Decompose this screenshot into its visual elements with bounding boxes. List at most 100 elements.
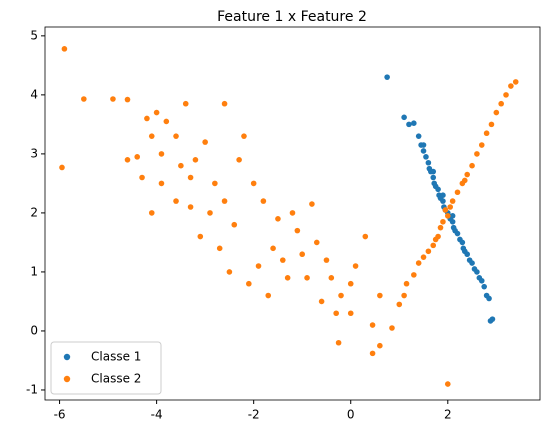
legend-marker xyxy=(63,353,71,361)
point xyxy=(486,295,492,302)
point xyxy=(289,210,296,216)
point xyxy=(110,96,116,102)
point xyxy=(221,100,228,107)
point xyxy=(318,298,325,305)
point xyxy=(197,233,204,240)
point xyxy=(270,245,276,252)
point xyxy=(423,154,429,160)
x-tick-label: -4 xyxy=(151,408,163,422)
point xyxy=(508,83,514,89)
point xyxy=(260,198,267,204)
point xyxy=(369,350,376,357)
point xyxy=(134,154,141,160)
point xyxy=(474,151,480,157)
point xyxy=(338,292,344,299)
point xyxy=(384,74,390,80)
legend-box xyxy=(50,341,162,395)
point xyxy=(411,272,417,278)
point xyxy=(216,245,223,252)
point xyxy=(420,142,427,148)
point xyxy=(478,277,485,284)
point xyxy=(425,248,432,255)
point xyxy=(440,192,446,199)
point xyxy=(449,213,456,219)
point xyxy=(61,46,68,52)
point xyxy=(299,251,306,258)
point xyxy=(401,292,407,299)
point xyxy=(202,139,208,145)
point xyxy=(173,198,179,204)
point xyxy=(275,216,281,222)
point xyxy=(430,174,437,181)
point xyxy=(304,275,310,281)
point xyxy=(347,280,354,287)
point xyxy=(187,204,194,210)
point xyxy=(489,316,496,322)
point xyxy=(187,174,194,181)
point xyxy=(449,218,456,225)
point xyxy=(503,92,509,98)
legend-label: Classe 2 xyxy=(91,372,141,386)
point xyxy=(221,198,228,204)
point xyxy=(483,130,490,137)
point xyxy=(148,133,155,139)
point xyxy=(432,236,439,243)
y-tick-label: 2 xyxy=(30,205,38,219)
chart-title: Feature 1 x Feature 2 xyxy=(217,9,367,25)
point xyxy=(192,156,199,163)
point xyxy=(444,381,451,387)
y-tick-label: 3 xyxy=(30,146,38,160)
point xyxy=(430,168,437,175)
point xyxy=(430,242,437,249)
point xyxy=(449,198,456,204)
point xyxy=(241,133,247,139)
point xyxy=(469,260,475,266)
x-tick-label: -6 xyxy=(54,408,66,422)
point xyxy=(212,180,218,187)
point xyxy=(493,109,500,116)
point xyxy=(352,263,359,269)
point xyxy=(124,156,131,163)
x-tick-label: 0 xyxy=(347,408,355,422)
point xyxy=(124,96,131,103)
point xyxy=(148,210,155,216)
point xyxy=(437,224,444,231)
point xyxy=(207,210,213,216)
point xyxy=(454,189,461,196)
point xyxy=(481,283,487,290)
y-tick-label: 4 xyxy=(30,87,38,101)
point xyxy=(461,177,468,184)
point xyxy=(59,164,65,171)
point xyxy=(226,269,233,275)
y-tick-label: 0 xyxy=(30,323,38,337)
point xyxy=(377,342,383,349)
point xyxy=(328,275,335,281)
point xyxy=(440,218,446,225)
point xyxy=(362,233,369,240)
point xyxy=(464,251,471,258)
point xyxy=(284,275,291,281)
point xyxy=(406,121,412,128)
point xyxy=(396,301,403,308)
point xyxy=(498,100,504,107)
point xyxy=(464,171,471,178)
point xyxy=(173,133,179,139)
point xyxy=(158,151,165,157)
point xyxy=(447,204,454,210)
point xyxy=(442,207,449,213)
point xyxy=(459,239,466,246)
point xyxy=(478,142,485,148)
point xyxy=(444,213,451,219)
x-tick-label: 2 xyxy=(444,408,452,422)
point xyxy=(178,162,184,169)
plot-frame xyxy=(44,26,541,401)
point xyxy=(369,322,376,328)
y-tick-label: -1 xyxy=(26,382,38,396)
point xyxy=(415,260,422,266)
point xyxy=(440,198,446,204)
point xyxy=(512,79,519,85)
point xyxy=(250,180,257,187)
point xyxy=(236,156,242,163)
legend-marker xyxy=(63,375,71,383)
point xyxy=(309,201,315,207)
